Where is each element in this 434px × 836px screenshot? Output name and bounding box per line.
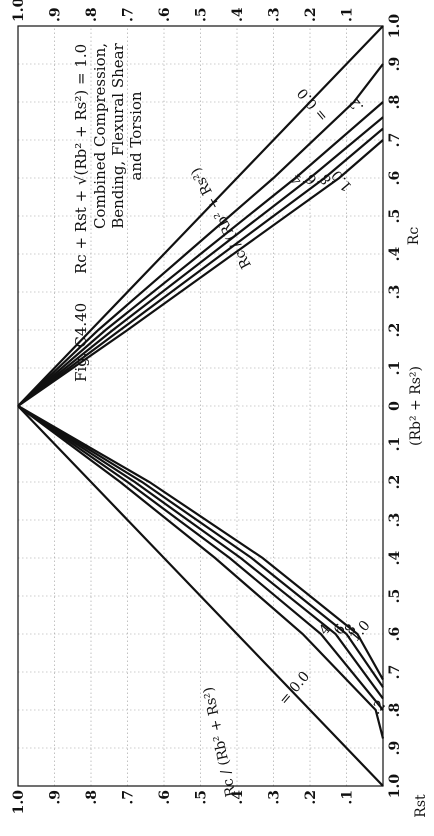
y-axis-label-left: Rst bbox=[413, 794, 429, 818]
left-family-parameter-label: Rc / (Rb² + Rs²) bbox=[201, 685, 240, 798]
x-tick-label: .2 bbox=[387, 323, 403, 338]
y-tick-label-right: .5 bbox=[194, 7, 210, 22]
subtitle-line-2: Bending, Flexural Shear bbox=[109, 42, 127, 228]
left-curve-.8 bbox=[17, 405, 384, 688]
figure-label: Fig. C4.40 bbox=[72, 303, 90, 382]
x-tick-label: 1.0 bbox=[387, 14, 403, 39]
y-tick-label-left: .5 bbox=[194, 790, 210, 805]
x-tick-label: .7 bbox=[387, 133, 403, 148]
y-tick-label-left: .7 bbox=[121, 790, 137, 805]
y-tick-label-right: .4 bbox=[230, 7, 246, 22]
right-curve-.6 bbox=[17, 116, 384, 407]
x-tick-label: .3 bbox=[387, 285, 403, 300]
left-curve-0.0 bbox=[17, 405, 384, 787]
left-curve-.4 bbox=[17, 405, 384, 711]
y-tick-label-left: .8 bbox=[84, 790, 100, 805]
right-series-label-.2: .2 bbox=[346, 94, 367, 115]
left-curve-1.0 bbox=[17, 405, 384, 681]
x-tick-label: .9 bbox=[387, 741, 403, 756]
subtitle-line-3: and Torsion bbox=[127, 91, 145, 181]
right-curve-1.0 bbox=[17, 139, 384, 407]
left-curve-.6 bbox=[17, 405, 384, 700]
x-tick-label: .4 bbox=[387, 246, 403, 261]
x-tick-label: 0 bbox=[387, 401, 403, 411]
right-curve-.2 bbox=[17, 63, 384, 407]
right-series-label-0.0: = 0.0 bbox=[294, 85, 331, 125]
y-tick-label-left: .4 bbox=[230, 790, 246, 805]
y-tick-label-left: 1.0 bbox=[11, 790, 27, 815]
y-tick-label-right: .2 bbox=[303, 7, 319, 22]
y-tick-label-right: .7 bbox=[121, 7, 137, 22]
y-tick-label-right: .3 bbox=[267, 7, 283, 22]
x-tick-label: .5 bbox=[387, 589, 403, 604]
left-curve-.2 bbox=[17, 405, 385, 739]
x-tick-label: .8 bbox=[387, 703, 403, 718]
y-tick-label-right: .9 bbox=[48, 7, 64, 22]
grid-layer bbox=[18, 26, 383, 786]
y-tick-label-left: .3 bbox=[267, 790, 283, 805]
x-tick-label: .1 bbox=[387, 361, 403, 376]
y-tick-label-left: .9 bbox=[48, 790, 64, 805]
right-curve-.4 bbox=[17, 101, 384, 407]
y-tick-label-left: .1 bbox=[340, 790, 356, 805]
x-tick-label: .9 bbox=[387, 57, 403, 72]
x-axis-label: Rc bbox=[406, 227, 422, 246]
y-tick-label-right: .8 bbox=[84, 7, 100, 22]
y-tick-label-right: .6 bbox=[157, 7, 173, 22]
left-series-label-0.0: = 0.0 bbox=[276, 669, 313, 709]
x-tick-label: .6 bbox=[387, 627, 403, 642]
y-tick-label-left: .6 bbox=[157, 790, 173, 805]
x-tick-label: .8 bbox=[387, 95, 403, 110]
x-tick-label: .3 bbox=[387, 513, 403, 528]
equation-text: Rc + Rst + √(Rb² + Rs²) = 1.0 bbox=[72, 44, 90, 274]
right-curve-.8 bbox=[17, 127, 384, 407]
x-tick-label: .5 bbox=[387, 209, 403, 224]
subtitle-line-1: Combined Compression, bbox=[91, 43, 109, 229]
right-curve-0.0 bbox=[17, 25, 384, 407]
y-axis-label-right: (Rb² + Rs²) bbox=[408, 366, 424, 446]
curve-layer bbox=[17, 25, 385, 787]
left-series-label-.2: .2 bbox=[368, 697, 389, 718]
y-tick-label-right: .1 bbox=[340, 7, 356, 22]
tick-layer: 1.0 .9 .8 .7 .6 .5 .4 .3 .2 .1 0 .1 .2 .3 .4 .5 .6 .7 .8 .9… bbox=[11, 0, 403, 814]
x-tick-label: .7 bbox=[387, 665, 403, 680]
x-tick-label: .2 bbox=[387, 475, 403, 490]
x-tick-label: .4 bbox=[387, 550, 403, 565]
y-tick-label-right: 1.0 bbox=[11, 0, 27, 22]
y-tick-label-left: .2 bbox=[303, 790, 319, 805]
x-tick-label: .1 bbox=[387, 437, 403, 452]
x-tick-label: .6 bbox=[387, 171, 403, 186]
x-tick-label: 1.0 bbox=[387, 774, 403, 799]
